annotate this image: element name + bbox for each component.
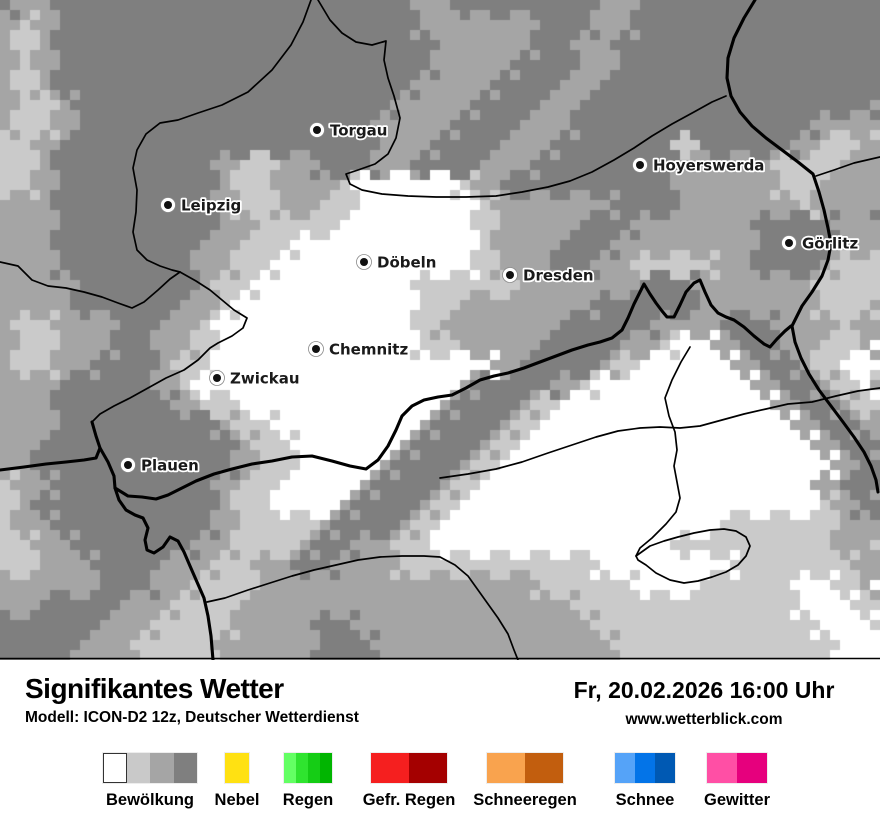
city-dot <box>360 258 368 266</box>
border-line-thin <box>206 555 519 660</box>
border-line-thin <box>0 261 181 309</box>
legend: Bewölkung Nebel Regen Gefr. Regen Schneerege… <box>0 752 880 823</box>
border-line-thick <box>0 420 102 472</box>
forecast-datetime: Fr, 20.02.2026 16:00 Uhr <box>573 677 835 703</box>
legend-item-regen: Regen <box>283 752 333 809</box>
legend-label: Bewölkung <box>105 791 195 809</box>
border-line-thin <box>91 271 248 423</box>
border-line-thin <box>635 528 751 584</box>
border-line-thin <box>635 346 691 557</box>
legend-color-segment <box>655 753 675 783</box>
legend-swatch <box>706 752 768 784</box>
city-dot <box>213 374 221 382</box>
legend-color-segment <box>296 753 308 783</box>
legend-color-segment <box>707 753 737 783</box>
legend-item-schnee: Schnee <box>614 752 676 809</box>
border-line-thick <box>98 446 215 660</box>
legend-color-segment <box>284 753 296 783</box>
city-label: Görlitz <box>802 235 858 253</box>
legend-color-segment <box>308 753 320 783</box>
footer-right-block: Fr, 20.02.2026 16:00 Uhr www.wetterblick… <box>554 677 854 729</box>
city-label: Zwickau <box>230 370 300 388</box>
legend-label: Schnee <box>615 791 675 809</box>
legend-color-segment <box>126 753 150 783</box>
city-marker-leipzig: Leipzig <box>160 195 243 216</box>
city-marker-chemnitz: Chemnitz <box>308 339 410 360</box>
border-line-thin <box>815 156 880 177</box>
weather-map: Torgau Leipzig Hoyerswerda Görlitz Döbeln Dre… <box>0 0 880 660</box>
legend-swatch <box>283 752 333 784</box>
city-label: Chemnitz <box>329 341 408 359</box>
legend-label: Gefr. Regen <box>362 791 456 809</box>
city-label: Plauen <box>141 457 199 475</box>
legend-label: Nebel <box>214 791 260 809</box>
legend-color-segment <box>103 753 127 783</box>
legend-item-nebel: Nebel <box>215 752 259 809</box>
model-info: Modell: ICON-D2 12z, Deutscher Wetterdie… <box>25 709 359 726</box>
legend-color-segment <box>225 753 249 783</box>
legend-color-segment <box>615 753 635 783</box>
legend-swatch <box>614 752 676 784</box>
legend-swatch <box>224 752 250 784</box>
city-dot <box>506 271 514 279</box>
city-marker-hoyerswerda: Hoyerswerda <box>632 155 766 176</box>
legend-swatch <box>102 752 198 784</box>
city-marker-torgau: Torgau <box>309 120 389 141</box>
city-dot <box>785 239 793 247</box>
city-dot <box>164 201 172 209</box>
legend-color-segment <box>173 753 197 783</box>
city-marker-dresden: Dresden <box>502 265 595 286</box>
city-marker-zwickau: Zwickau <box>209 368 301 389</box>
city-dot <box>636 161 644 169</box>
legend-item-schneeregen: Schneeregen <box>473 752 577 809</box>
legend-swatch <box>370 752 448 784</box>
legend-color-segment <box>371 753 409 783</box>
legend-label: Schneeregen <box>473 791 577 809</box>
city-label: Dresden <box>523 267 594 285</box>
page-title: Signifikantes Wetter <box>25 673 284 704</box>
city-dot <box>124 461 132 469</box>
city-marker-görlitz: Görlitz <box>781 233 860 254</box>
legend-item-bew-lkung: Bewölkung <box>102 752 198 809</box>
legend-color-segment <box>487 753 525 783</box>
city-label: Torgau <box>330 122 387 140</box>
legend-swatch <box>486 752 564 784</box>
border-line-thick <box>725 0 880 494</box>
legend-color-segment <box>409 753 447 783</box>
legend-label: Regen <box>282 791 334 809</box>
map-overlay: Torgau Leipzig Hoyerswerda Görlitz Döbeln Dre… <box>0 0 880 660</box>
city-marker-plauen: Plauen <box>120 455 201 476</box>
legend-color-segment <box>737 753 767 783</box>
city-markers: Torgau Leipzig Hoyerswerda Görlitz Döbeln Dre… <box>120 120 860 476</box>
city-label: Döbeln <box>377 254 437 272</box>
legend-item-gefr-regen: Gefr. Regen <box>363 752 455 809</box>
legend-color-segment <box>150 753 174 783</box>
legend-color-segment <box>320 753 332 783</box>
legend-label: Gewitter <box>703 791 771 809</box>
city-label: Hoyerswerda <box>653 157 764 175</box>
legend-item-gewitter: Gewitter <box>704 752 770 809</box>
city-label: Leipzig <box>181 197 241 215</box>
region-borders <box>0 0 880 660</box>
border-line-thin <box>317 0 727 198</box>
website-url: www.wetterblick.com <box>625 711 783 728</box>
border-line-thin <box>132 0 312 273</box>
legend-color-segment <box>525 753 563 783</box>
legend-color-segment <box>635 753 655 783</box>
city-dot <box>313 126 321 134</box>
city-dot <box>312 345 320 353</box>
border-line-thick <box>113 278 793 501</box>
border-line-thin <box>439 387 880 479</box>
city-marker-döbeln: Döbeln <box>356 252 438 273</box>
